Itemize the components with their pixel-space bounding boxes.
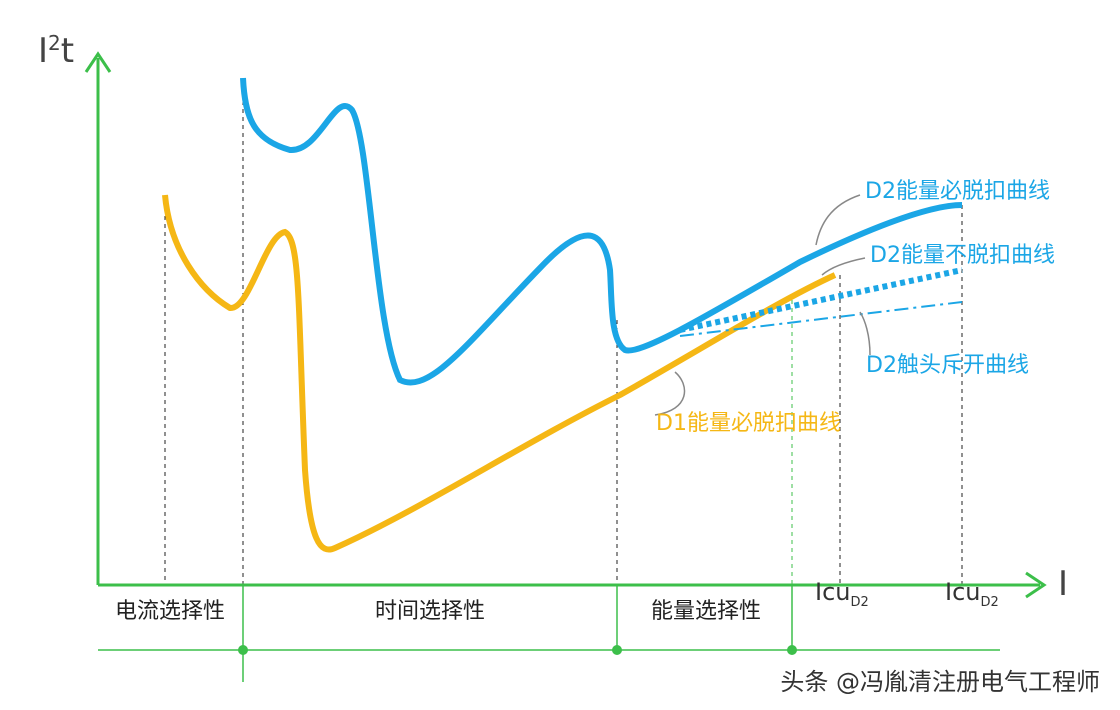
zone-lines <box>98 585 1000 682</box>
y-arrow <box>84 51 112 73</box>
axes <box>84 51 1047 599</box>
curve-label: D1能量必脱扣曲线 <box>656 411 841 436</box>
label-part: Icu <box>815 578 850 606</box>
x-arrow <box>1025 571 1047 599</box>
d2-trip-curve <box>240 77 963 386</box>
pointer <box>859 311 871 356</box>
curve-label: D2能量不脱扣曲线 <box>870 243 1055 268</box>
y-axis-label: I2t <box>38 31 74 71</box>
pointer <box>821 257 866 276</box>
pointers <box>654 194 871 416</box>
curve-label: D2触头斥开曲线 <box>866 353 1029 378</box>
dot <box>238 645 248 655</box>
dot <box>787 645 797 655</box>
zone-label: 能量选择性 <box>651 599 761 624</box>
zone-label: 电流选择性 <box>115 599 225 624</box>
guides <box>164 85 963 585</box>
label-part: D2 <box>850 595 868 610</box>
label-part: t <box>61 31 74 71</box>
label-part: I <box>38 31 48 71</box>
label-part: D2 <box>980 595 998 610</box>
d1-trip-curve <box>162 194 837 553</box>
zone-label: 时间选择性 <box>375 599 485 624</box>
d2-repulsion-curve <box>679 301 963 337</box>
dot <box>612 645 622 655</box>
d2-no-trip-curve <box>679 267 963 333</box>
curve-label: D2能量必脱扣曲线 <box>865 179 1050 204</box>
marker-label: IcuD2 <box>945 578 999 610</box>
pointer <box>654 371 686 416</box>
zone-dots <box>238 645 797 655</box>
marker-label: IcuD2 <box>815 578 869 610</box>
x-axis-label: I <box>1058 564 1068 604</box>
watermark: 头条 @冯胤清注册电气工程师 <box>780 668 1100 696</box>
label-part: 2 <box>48 31 61 55</box>
pointer <box>815 194 861 246</box>
label-part: Icu <box>945 578 980 606</box>
